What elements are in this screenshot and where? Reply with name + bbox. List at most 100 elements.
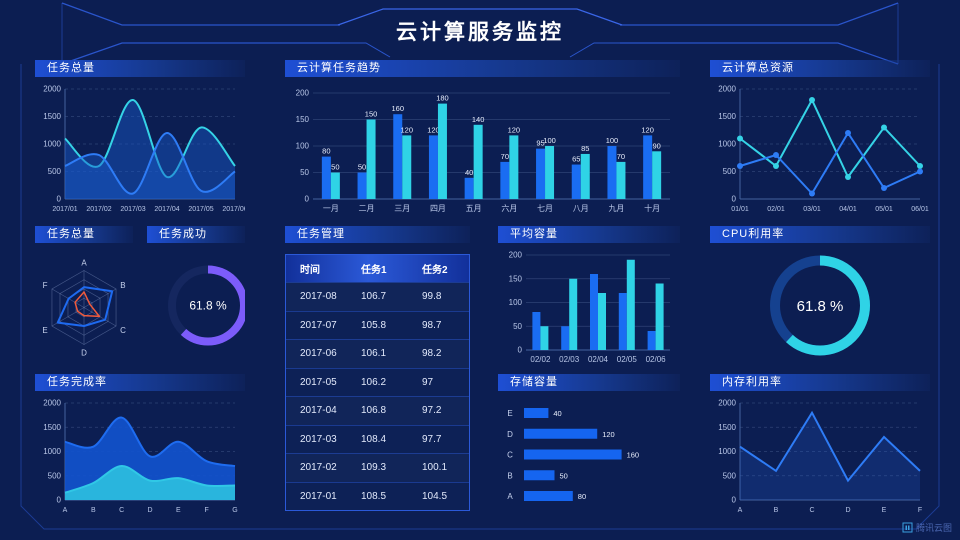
svg-text:0: 0 — [57, 496, 62, 505]
svg-text:B: B — [91, 507, 96, 514]
table-cell: 100.1 — [422, 462, 448, 474]
panel-avg-capacity: 平均容量 0 50 100 150 200 02/02 02/03 02/04 02/05 02/… — [498, 226, 680, 366]
svg-text:100: 100 — [509, 298, 523, 307]
table-cell: 104.5 — [422, 490, 448, 502]
svg-text:05/01: 05/01 — [875, 206, 893, 213]
svg-text:120: 120 — [641, 125, 654, 134]
svg-text:70: 70 — [617, 152, 625, 161]
svg-text:2017/05: 2017/05 — [188, 206, 213, 213]
svg-text:1500: 1500 — [43, 423, 61, 432]
svg-text:2000: 2000 — [43, 399, 61, 408]
svg-text:C: C — [507, 451, 513, 460]
svg-text:F: F — [918, 507, 922, 514]
memory-line-chart[interactable]: 0 500 1000 1500 2000 A B C D E F — [710, 393, 930, 516]
svg-text:六月: 六月 — [501, 203, 517, 213]
svg-text:140: 140 — [472, 115, 485, 124]
svg-text:四月: 四月 — [430, 204, 446, 213]
svg-text:160: 160 — [391, 104, 404, 113]
svg-text:2000: 2000 — [43, 85, 61, 94]
panel-title-task-total-radar: 任务总量 — [35, 226, 133, 243]
svg-text:D: D — [507, 430, 513, 439]
svg-text:2017/04: 2017/04 — [154, 206, 179, 213]
table-row: 2017-06 106.1 98.2 — [286, 339, 469, 368]
svg-text:02/02: 02/02 — [530, 355, 551, 364]
svg-text:500: 500 — [723, 471, 737, 480]
svg-text:120: 120 — [400, 125, 413, 134]
table-cell: 2017-08 — [300, 291, 337, 303]
svg-text:120: 120 — [508, 125, 521, 134]
panel-title-task-manage: 任务管理 — [285, 226, 470, 243]
table-cell: 98.2 — [422, 348, 442, 360]
svg-text:0: 0 — [518, 346, 523, 355]
table-cell: 99.8 — [422, 291, 442, 303]
table-row: 2017-04 106.8 97.2 — [286, 396, 469, 425]
svg-text:04/01: 04/01 — [839, 206, 857, 213]
panel-title-task-total-line: 任务总量 — [35, 60, 245, 77]
task-radar-chart[interactable]: A B C D E F — [35, 245, 133, 366]
svg-text:85: 85 — [581, 144, 589, 153]
svg-text:03/01: 03/01 — [803, 206, 821, 213]
completion-area-chart[interactable]: 0 500 1000 1500 2000 A B C D E F G — [35, 393, 245, 516]
panel-task-trend: 云计算任务趋势 0 50 100 150 200 一月 二月 三月 四月 五月 六月 七月 八月 九月 十月… — [285, 60, 680, 215]
table-header-row: 时间 任务1 任务2 — [286, 255, 469, 282]
task-total-area-chart[interactable]: 0 500 1000 1500 2000 2017/01 2017/02 2017/03 201… — [35, 79, 245, 215]
svg-text:1500: 1500 — [718, 423, 736, 432]
table-cell: 2017-06 — [300, 348, 337, 360]
task-trend-bar-chart[interactable]: 0 50 100 150 200 一月 二月 三月 四月 五月 六月 七月 八月 九月 十月 80 50 160 1… — [285, 79, 680, 215]
table-row: 2017-07 105.8 98.7 — [286, 310, 469, 339]
svg-text:90: 90 — [652, 141, 660, 150]
svg-text:150: 150 — [365, 110, 378, 119]
table-cell: 97.2 — [422, 405, 442, 417]
panel-task-manage: 任务管理 时间 任务1 任务2 2017-08 106.7 99.8 2017-07 105.… — [285, 226, 470, 516]
panel-title-cpu: CPU利用率 — [710, 226, 930, 243]
svg-text:0: 0 — [732, 195, 737, 204]
svg-text:02/04: 02/04 — [588, 355, 609, 364]
svg-text:C: C — [809, 507, 814, 514]
storage-hbar-chart[interactable]: E 40 D 120 C 160 B 50 A 80 — [498, 393, 680, 516]
svg-text:2017/06: 2017/06 — [222, 206, 245, 213]
svg-text:70: 70 — [501, 152, 509, 161]
watermark: 腾讯云图 — [902, 521, 952, 534]
svg-text:十月: 十月 — [644, 203, 660, 213]
table-row: 2017-02 109.3 100.1 — [286, 453, 469, 482]
svg-text:0: 0 — [732, 496, 737, 505]
svg-text:02/01: 02/01 — [767, 206, 785, 213]
table-cell: 106.1 — [361, 348, 387, 360]
panel-title-completion: 任务完成率 — [35, 374, 245, 391]
svg-text:50: 50 — [513, 322, 522, 331]
svg-text:150: 150 — [509, 274, 523, 283]
svg-text:200: 200 — [509, 251, 523, 260]
svg-text:160: 160 — [627, 451, 640, 460]
svg-text:1000: 1000 — [718, 447, 736, 456]
panel-task-total-radar: 任务总量 A B C D E F — [35, 226, 133, 366]
svg-text:120: 120 — [602, 430, 615, 439]
table-header-cell: 时间 — [300, 265, 320, 276]
cpu-gauge[interactable]: 61.8 % — [710, 245, 930, 366]
avg-capacity-bar-chart[interactable]: 0 50 100 150 200 02/02 02/03 02/04 02/05 02/06 — [498, 245, 680, 366]
table-cell: 108.5 — [361, 490, 387, 502]
svg-text:F: F — [43, 281, 48, 290]
panel-cpu: CPU利用率 61.8 % — [710, 226, 930, 366]
table-row: 2017-01 108.5 104.5 — [286, 481, 469, 510]
svg-text:65: 65 — [572, 155, 580, 164]
svg-text:B: B — [120, 281, 125, 290]
svg-text:C: C — [119, 507, 124, 514]
total-resources-line-chart[interactable]: 0 500 1000 1500 2000 01/01 02/01 03/01 04/01 05/0… — [710, 79, 930, 215]
svg-text:G: G — [232, 507, 237, 514]
svg-text:500: 500 — [723, 167, 737, 176]
panel-title-task-trend: 云计算任务趋势 — [285, 60, 680, 77]
table-cell: 97 — [422, 376, 434, 388]
task-success-gauge[interactable]: 61.8 % — [147, 245, 245, 366]
svg-text:A: A — [63, 507, 68, 514]
svg-text:100: 100 — [606, 136, 619, 145]
svg-text:61.8 %: 61.8 % — [189, 299, 227, 313]
table-cell: 97.7 — [422, 433, 442, 445]
svg-text:三月: 三月 — [394, 204, 410, 213]
svg-text:A: A — [507, 492, 513, 501]
svg-text:E: E — [882, 507, 887, 514]
svg-text:1000: 1000 — [43, 447, 61, 456]
svg-text:2000: 2000 — [718, 85, 736, 94]
panel-memory: 内存利用率 0 500 1000 1500 2000 A B C D E F — [710, 374, 930, 516]
svg-text:E: E — [176, 507, 181, 514]
svg-text:C: C — [120, 326, 126, 335]
